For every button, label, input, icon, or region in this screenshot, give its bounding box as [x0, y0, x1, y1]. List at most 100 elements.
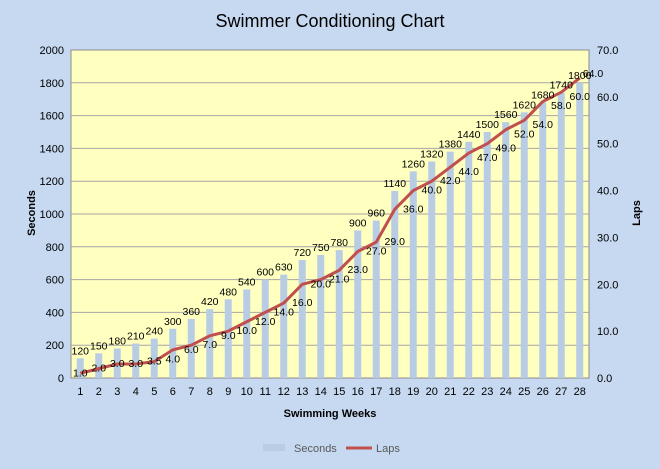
x-tick-label: 14	[315, 386, 327, 398]
laps-data-label: 60.0	[570, 91, 591, 103]
seconds-data-label: 300	[164, 316, 182, 328]
seconds-data-label: 180	[108, 335, 126, 347]
seconds-data-label: 540	[238, 276, 256, 288]
y2-axis-ticks: 0.0 10.0 20.0 30.0 40.0 50.0 60.0 70.0	[597, 45, 618, 385]
seconds-bar	[539, 102, 547, 378]
legend-seconds-label: Seconds	[294, 443, 337, 455]
laps-data-label: 44.0	[459, 166, 480, 178]
x-tick-label: 2	[96, 386, 102, 398]
seconds-data-label: 600	[256, 267, 274, 279]
y-tick-label: 1200	[40, 176, 64, 188]
y-tick-label: 1800	[40, 78, 64, 90]
seconds-bar	[298, 259, 306, 378]
laps-data-label: 40.0	[422, 185, 443, 197]
laps-line-layer	[79, 76, 581, 375]
seconds-bar	[150, 338, 158, 378]
seconds-data-label: 480	[219, 286, 237, 298]
laps-data-label: 1.0	[73, 367, 88, 379]
y-axis-title: Seconds	[26, 190, 38, 236]
seconds-bar	[169, 328, 177, 378]
laps-data-label: 58.0	[551, 100, 572, 112]
y-axis-ticks: 0 200 400 600 800 1000 1200 1400 1600 1800 2000	[40, 45, 64, 385]
seconds-data-label: 1500	[476, 119, 500, 131]
y2-tick-label: 10.0	[597, 326, 618, 338]
laps-data-label: 6.0	[184, 344, 199, 356]
laps-data-label: 36.0	[403, 203, 424, 215]
laps-data-label: 54.0	[533, 119, 554, 131]
laps-data-label: 9.0	[221, 330, 236, 342]
laps-data-label: 21.0	[329, 274, 350, 286]
seconds-bar	[206, 309, 214, 378]
seconds-data-label: 750	[312, 242, 330, 254]
laps-data-label: 42.0	[440, 175, 461, 187]
x-tick-label: 22	[463, 386, 475, 398]
y-tick-label: 1400	[40, 143, 64, 155]
y2-tick-label: 30.0	[597, 232, 618, 244]
laps-data-label: 4.0	[165, 353, 180, 365]
y2-tick-label: 50.0	[597, 139, 618, 151]
seconds-data-label: 1320	[420, 149, 444, 161]
seconds-data-label: 240	[145, 326, 163, 338]
laps-data-label: 29.0	[385, 236, 406, 248]
x-tick-label: 6	[170, 386, 176, 398]
seconds-bar	[557, 92, 565, 378]
seconds-bar	[465, 141, 473, 378]
x-tick-label: 10	[241, 386, 253, 398]
seconds-bar	[576, 82, 584, 379]
laps-data-label: 14.0	[274, 306, 295, 318]
laps-data-label: 23.0	[348, 264, 369, 276]
legend-laps-label: Laps	[376, 443, 400, 455]
laps-data-label: 16.0	[292, 297, 313, 309]
seconds-bar	[95, 353, 103, 378]
x-tick-label: 21	[444, 386, 456, 398]
seconds-data-label: 960	[367, 208, 385, 220]
x-tick-label: 25	[518, 386, 530, 398]
seconds-bar	[520, 112, 528, 378]
laps-data-label: 3.5	[147, 356, 162, 368]
x-tick-label: 13	[296, 386, 308, 398]
seconds-bar	[428, 161, 436, 378]
x-tick-label: 5	[151, 386, 157, 398]
seconds-bar	[502, 122, 510, 378]
x-tick-label: 11	[260, 386, 271, 398]
laps-data-label: 3.0	[110, 358, 125, 370]
seconds-data-label: 1620	[513, 99, 537, 111]
seconds-bar	[243, 289, 251, 378]
seconds-data-label: 210	[127, 331, 145, 343]
y-tick-label: 1600	[40, 111, 64, 123]
laps-data-label: 52.0	[514, 128, 535, 140]
x-tick-label: 9	[225, 386, 231, 398]
x-tick-label: 18	[389, 386, 401, 398]
seconds-bar	[187, 318, 195, 378]
seconds-data-label: 1380	[439, 139, 463, 151]
chart-title: Swimmer Conditioning Chart	[215, 11, 444, 31]
seconds-data-label: 1680	[531, 89, 555, 101]
legend-seconds-swatch	[263, 444, 285, 451]
seconds-data-label: 120	[71, 345, 89, 357]
x-axis-title: Swimming Weeks	[284, 408, 377, 420]
x-axis-ticks: 1 2 3 4 5 6 7 8 9 10 11 12 13 14 15 16 17 18 19 20 21 22 23 24 2…	[77, 386, 586, 398]
y-tick-label: 400	[46, 307, 64, 319]
x-tick-label: 1	[77, 386, 83, 398]
x-tick-label: 12	[278, 386, 290, 398]
legend: Seconds Laps	[263, 443, 400, 455]
laps-data-label: 20.0	[311, 278, 332, 290]
laps-line	[79, 76, 581, 375]
seconds-data-label: 780	[330, 237, 348, 249]
seconds-bar	[335, 250, 343, 378]
y-tick-label: 1000	[40, 209, 64, 221]
seconds-bar	[446, 151, 454, 378]
x-tick-label: 26	[537, 386, 549, 398]
seconds-data-label: 1260	[402, 158, 426, 170]
seconds-bar	[354, 230, 362, 378]
y2-tick-label: 40.0	[597, 186, 618, 198]
y2-tick-label: 70.0	[597, 45, 618, 57]
y2-tick-label: 60.0	[597, 92, 618, 104]
seconds-data-label: 1740	[550, 80, 574, 92]
seconds-data-label: 1560	[494, 109, 518, 121]
y2-tick-label: 0.0	[597, 373, 612, 385]
y2-tick-label: 20.0	[597, 279, 618, 291]
x-tick-label: 8	[207, 386, 213, 398]
